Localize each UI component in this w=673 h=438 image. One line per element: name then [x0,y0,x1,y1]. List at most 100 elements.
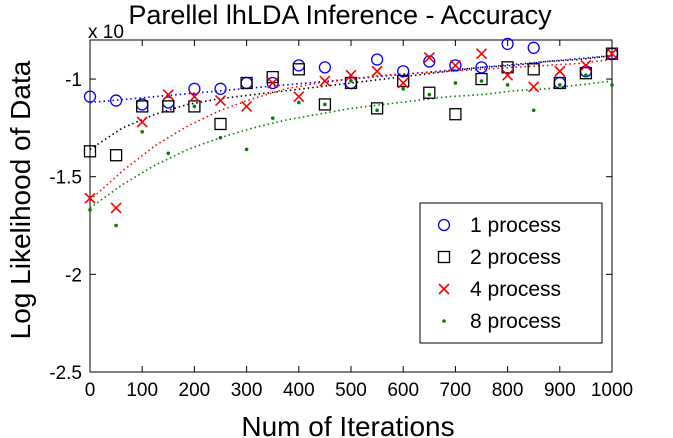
y-tick-label: -1.5 [49,168,82,189]
x-tick-label: 500 [335,380,367,401]
data-point-2-process [292,63,305,76]
trend-line-2-process [89,54,613,151]
data-point-1-process [397,65,410,78]
data-point-4-process [188,91,200,103]
data-point-4-process [475,48,488,60]
data-point-1-process [188,82,201,95]
data-point-2-process [109,149,123,162]
data-point-2-process [162,100,175,113]
x-tick-label: 900 [544,380,576,401]
legend: 1 process 2 process 4 process 8 process [419,202,603,344]
data-point-8-process [558,83,562,87]
data-point-2-process [501,61,514,74]
legend-marker-2-process [437,250,451,264]
data-point-2-process [449,108,462,121]
x-axis-label: Num of Iterations [241,411,454,438]
data-point-1-process [370,53,384,66]
data-point-2-process [475,72,488,86]
data-point-2-process [136,100,149,113]
trend-line-1-process [89,54,613,104]
data-point-1-process [318,61,332,74]
data-point-2-process [397,74,410,88]
data-point-8-process [270,116,275,120]
trend-line-8-process [89,80,613,209]
data-point-4-process [110,202,122,214]
data-point-8-process [323,102,327,107]
data-point-2-process [579,67,593,80]
y-tick-label: -2.5 [49,363,82,384]
data-point-4-process [241,100,253,112]
y-tick-label: -1 [65,70,82,91]
data-point-2-process [83,145,97,158]
legend-marker-8-process [442,319,446,323]
data-point-2-process [553,76,566,90]
data-point-1-process [214,82,227,95]
data-point-2-process [318,98,332,111]
data-point-4-process [606,48,618,60]
data-point-4-process [580,59,592,71]
x-tick-label: 100 [126,380,158,401]
data-point-1-process [423,55,436,68]
data-point-4-process [449,59,461,71]
data-point-8-process [349,79,353,83]
data-point-4-process [84,192,96,204]
data-point-2-process [527,63,540,76]
data-point-8-process [479,79,484,83]
data-point-4-process [162,89,174,101]
data-point-8-process [375,108,379,113]
x-tick-label: 1000 [591,380,633,401]
legend-entry-4-process: 4 process [470,278,561,301]
data-point-4-process [214,94,227,107]
data-point-4-process [423,52,435,64]
data-point-2-process [423,86,436,99]
data-point-8-process [401,87,406,91]
data-point-4-process [554,65,566,77]
x-tick-label: 600 [387,380,419,401]
data-point-2-process [188,100,201,113]
data-point-4-process [345,69,357,81]
x-tick-label: 300 [231,380,263,401]
data-point-8-process [218,135,223,140]
data-point-1-process [109,94,123,107]
data-point-8-process [244,147,249,152]
x-tick-label: 800 [492,380,524,401]
data-point-8-process [140,129,144,134]
data-point-4-process [397,77,409,89]
data-point-8-process [584,73,588,77]
x-tick-label: 0 [85,380,96,401]
x-tick-label: 200 [179,380,211,401]
data-point-1-process [292,59,305,72]
chart-title: Parellel lhLDA Inference - Accuracy [128,0,552,30]
data-point-1-process [475,61,488,74]
plot-area: 0 100 200 300 400 500 600 700 800 900 1000 -2.5 -2 -1… [49,37,633,401]
data-point-2-process [605,47,619,60]
legend-marker-1-process [437,218,451,232]
data-point-1-process [240,76,253,90]
data-point-4-process [502,69,514,81]
data-point-8-process [88,208,92,212]
data-point-8-process [297,100,301,105]
data-point-4-process [136,116,148,128]
legend-entry-2-process: 2 process [470,246,561,269]
data-point-4-process [319,75,331,87]
data-point-8-process [192,104,197,109]
data-point-1-process [449,59,462,72]
y-tick-label: -2 [65,265,82,286]
data-point-4-process [293,91,305,103]
trend-line-4-process [89,58,613,201]
data-point-8-process [610,83,614,87]
data-point-8-process [166,151,171,156]
x-tick-label: 700 [440,380,472,401]
legend-box [419,202,603,344]
x-tick-label: 400 [283,380,315,401]
data-point-1-process [83,90,97,103]
legend-entry-8-process: 8 process [470,310,561,333]
data-point-8-process [505,83,510,87]
data-point-1-process [527,41,540,54]
data-point-2-process [370,102,384,115]
legend-marker-4-process [438,283,450,295]
axis-exponent-label: x 10 [88,22,124,43]
data-point-2-process [214,117,227,131]
data-point-1-process [501,37,514,51]
